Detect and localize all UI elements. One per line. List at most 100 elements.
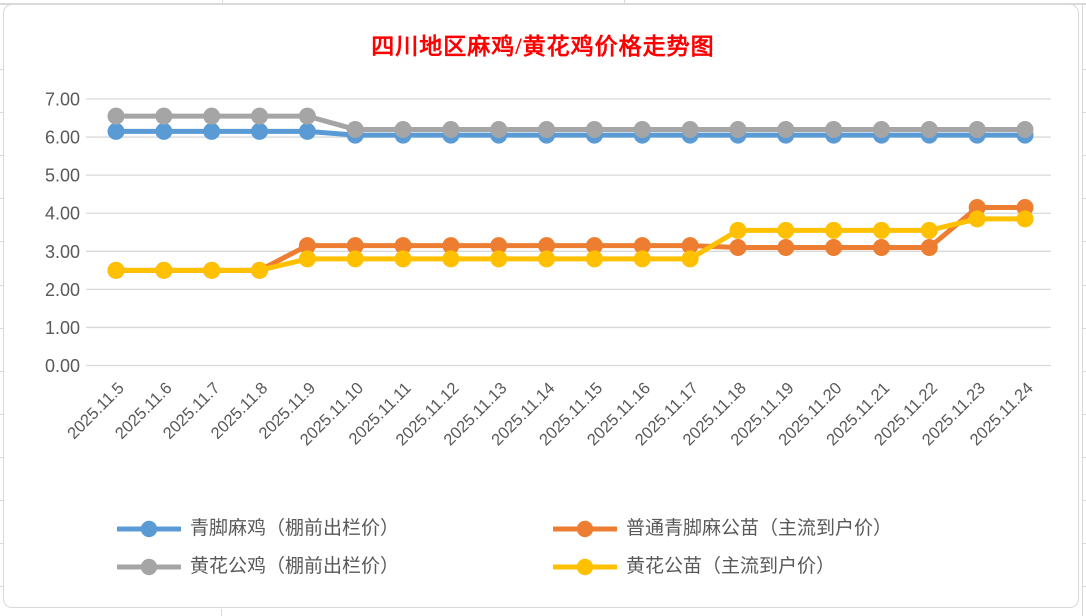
chart-title[interactable]: 四川地区麻鸡/黄花鸡价格走势图 — [371, 34, 715, 59]
legend-qingjiaoma-seedling[interactable]: 普通青脚麻公苗（主流到户价） — [553, 519, 892, 539]
data-point-huanghua-cock-outpen-price-2025.11.19 — [777, 120, 795, 138]
data-point-qingjiao-maji-outpen-price-2025.11.7 — [203, 122, 221, 140]
data-point-qingjiaoma-male-seedling-price-2025.11.16 — [633, 237, 651, 255]
y-axis-label-7: 7.00 — [45, 90, 80, 110]
data-point-huanghua-male-seedling-price-2025.11.7 — [203, 261, 221, 279]
sheet-row-tick — [1082, 327, 1086, 329]
sheet-row-tick — [0, 284, 3, 286]
sheet-row-tick — [0, 543, 3, 545]
sheet-row-tick — [1082, 456, 1086, 458]
data-point-huanghua-cock-outpen-price-2025.11.6 — [155, 107, 173, 125]
data-point-huanghua-male-seedling-price-2025.11.8 — [251, 261, 269, 279]
legend-marker-icon — [553, 558, 617, 576]
y-axis-label-2: 2.00 — [45, 280, 80, 300]
data-point-huanghua-cock-outpen-price-2025.11.15 — [585, 120, 603, 138]
sheet-row-tick — [0, 586, 3, 588]
data-point-qingjiaoma-male-seedling-price-2025.11.10 — [346, 237, 364, 255]
data-point-huanghua-cock-outpen-price-2025.11.8 — [251, 107, 269, 125]
data-point-huanghua-male-seedling-price-2025.11.9 — [298, 250, 316, 268]
data-point-huanghua-cock-outpen-price-2025.11.21 — [872, 120, 890, 138]
sheet-row-tick — [1082, 241, 1086, 243]
data-point-huanghua-cock-outpen-price-2025.11.23 — [968, 120, 986, 138]
sheet-row-tick — [1082, 155, 1086, 157]
legend-marker-icon — [117, 520, 181, 538]
y-axis-label-5: 5.00 — [45, 166, 80, 186]
data-point-huanghua-male-seedling-price-2025.11.18 — [729, 221, 747, 239]
sheet-row-tick — [1082, 500, 1086, 501]
data-point-qingjiaoma-male-seedling-price-2025.11.18 — [729, 238, 747, 256]
sheet-column-tick-bottom — [221, 609, 222, 616]
data-point-huanghua-male-seedling-price-2025.11.20 — [825, 221, 843, 239]
legend-qingjiao-maji[interactable]: 青脚麻鸡（棚前出栏价） — [117, 519, 399, 539]
sheet-row-tick — [0, 370, 3, 372]
y-axis-label-6: 6.00 — [45, 128, 80, 148]
data-point-huanghua-male-seedling-price-2025.11.14 — [538, 250, 556, 268]
sheet-row-tick — [1082, 586, 1086, 588]
data-point-qingjiaoma-male-seedling-price-2025.11.20 — [825, 238, 843, 256]
legend-label: 黄花公苗（主流到户价） — [626, 556, 836, 577]
y-axis-label-3: 3.00 — [45, 242, 80, 262]
data-point-huanghua-cock-outpen-price-2025.11.11 — [394, 120, 412, 138]
data-point-huanghua-male-seedling-price-2025.11.24 — [1016, 210, 1034, 228]
data-point-huanghua-male-seedling-price-2025.11.16 — [633, 250, 651, 268]
data-point-huanghua-cock-outpen-price-2025.11.13 — [490, 120, 508, 138]
series-qingjiao-maji-outpen-price[interactable] — [107, 122, 1034, 144]
data-point-qingjiaoma-male-seedling-price-2025.11.22 — [920, 238, 938, 256]
sheet-column-tick-top-1 — [222, 0, 223, 3]
sheet-row-tick — [0, 69, 3, 70]
chart-area[interactable] — [3, 4, 1079, 608]
legend-label: 黄花公鸡（棚前出栏价） — [190, 556, 400, 577]
data-point-huanghua-cock-outpen-price-2025.11.14 — [538, 120, 556, 138]
y-axis-label-0: 0.00 — [45, 356, 80, 376]
data-point-huanghua-cock-outpen-price-2025.11.24 — [1016, 120, 1034, 138]
legend-label: 普通青脚麻公苗（主流到户价） — [626, 518, 893, 539]
legend-label: 青脚麻鸡（棚前出栏价） — [190, 518, 400, 539]
data-point-qingjiao-maji-outpen-price-2025.11.8 — [251, 122, 269, 140]
legend-marker-icon — [553, 520, 617, 538]
data-point-huanghua-cock-outpen-price-2025.11.7 — [203, 107, 221, 125]
data-point-qingjiao-maji-outpen-price-2025.11.6 — [155, 122, 173, 140]
data-point-huanghua-male-seedling-price-2025.11.5 — [107, 261, 125, 279]
data-point-qingjiaoma-male-seedling-price-2025.11.19 — [777, 238, 795, 256]
data-point-qingjiao-maji-outpen-price-2025.11.5 — [107, 122, 125, 140]
sheet-row-tick — [1082, 112, 1086, 114]
data-point-qingjiaoma-male-seedling-price-2025.11.21 — [872, 238, 890, 256]
data-point-qingjiaoma-male-seedling-price-2025.11.15 — [585, 237, 603, 255]
data-point-huanghua-cock-outpen-price-2025.11.20 — [825, 120, 843, 138]
sheet-row-tick — [0, 241, 3, 243]
legend-huanghua-cock[interactable]: 黄花公鸡（棚前出栏价） — [117, 557, 399, 577]
data-point-huanghua-cock-outpen-price-2025.11.9 — [298, 107, 316, 125]
data-point-huanghua-male-seedling-price-2025.11.6 — [155, 261, 173, 279]
sheet-right-column-border — [1082, 3, 1083, 616]
sheet-row-tick — [1082, 413, 1086, 415]
sheet-row-tick — [1082, 284, 1086, 286]
data-point-huanghua-cock-outpen-price-2025.11.12 — [442, 120, 460, 138]
sheet-row-tick — [1082, 370, 1086, 372]
data-point-qingjiaoma-male-seedling-price-2025.11.13 — [490, 237, 508, 255]
y-axis-label-1: 1.00 — [45, 318, 80, 338]
data-point-huanghua-male-seedling-price-2025.11.11 — [394, 250, 412, 268]
sheet-row-tick — [0, 198, 3, 200]
data-point-huanghua-male-seedling-price-2025.11.22 — [920, 221, 938, 239]
data-point-huanghua-male-seedling-price-2025.11.15 — [585, 250, 603, 268]
legend-huanghua-seedling[interactable]: 黄花公苗（主流到户价） — [553, 557, 835, 577]
data-point-huanghua-cock-outpen-price-2025.11.5 — [107, 107, 125, 125]
sheet-row-tick — [0, 500, 3, 501]
data-point-huanghua-male-seedling-price-2025.11.23 — [968, 210, 986, 228]
sheet-row-tick — [0, 155, 3, 157]
data-point-huanghua-male-seedling-price-2025.11.10 — [346, 250, 364, 268]
series-huanghua-cock-outpen-price[interactable] — [107, 107, 1034, 138]
sheet-row-tick — [0, 112, 3, 114]
data-point-huanghua-male-seedling-price-2025.11.19 — [777, 221, 795, 239]
series-qingjiaoma-male-seedling-price[interactable] — [107, 199, 1034, 279]
sheet-row-tick — [0, 413, 3, 415]
data-point-qingjiaoma-male-seedling-price-2025.11.14 — [538, 237, 556, 255]
sheet-row-tick — [0, 327, 3, 329]
data-point-huanghua-male-seedling-price-2025.11.17 — [681, 250, 699, 268]
data-point-huanghua-cock-outpen-price-2025.11.16 — [633, 120, 651, 138]
series-huanghua-male-seedling-price[interactable] — [107, 210, 1034, 279]
data-point-huanghua-cock-outpen-price-2025.11.22 — [920, 120, 938, 138]
data-point-huanghua-male-seedling-price-2025.11.12 — [442, 250, 460, 268]
